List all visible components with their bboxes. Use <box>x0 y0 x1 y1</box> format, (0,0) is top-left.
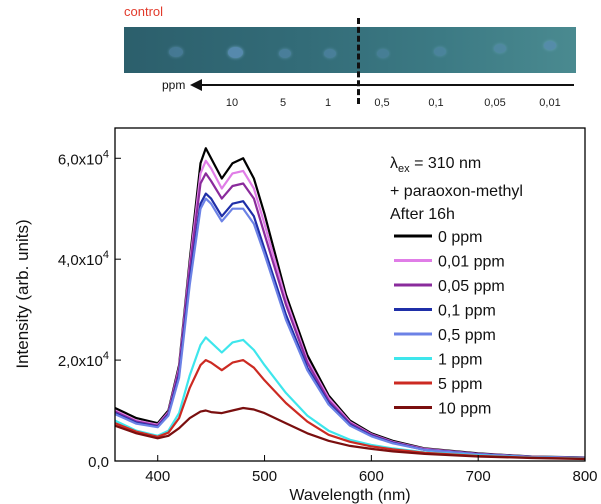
lambda-subscript: ex <box>398 163 410 175</box>
tlc-photo-panel: control ppm 10 5 1 0,5 0,1 0,05 0,01 <box>0 0 601 118</box>
series-line <box>114 197 586 460</box>
control-spot <box>169 47 183 57</box>
concentration-arrow <box>196 84 574 86</box>
x-tick-label: 700 <box>466 468 491 485</box>
fluorescence-chart: 400 500 600 700 800 0,0 2,0x104 4,0x104 6,0x104… <box>13 127 598 504</box>
time-label: After 16h <box>390 206 455 223</box>
legend-label: 0,01 ppm <box>438 254 505 271</box>
x-tick-label: 600 <box>359 468 384 485</box>
conc-label: 1 <box>324 97 332 109</box>
legend-label: 0,1 ppm <box>438 303 496 320</box>
x-tick-label: 800 <box>572 468 597 485</box>
legend-label: 1 ppm <box>438 352 482 369</box>
legend: 0 ppm 0,01 ppm 0,05 ppm 0,1 ppm 0,5 ppm 1 ppm… <box>394 229 505 418</box>
ppm-label: ppm <box>162 78 186 92</box>
legend-label: 0,5 ppm <box>438 327 496 344</box>
spot-10ppm <box>228 47 243 58</box>
conc-label: 0,01 <box>539 97 561 109</box>
spot-5ppm <box>279 49 291 58</box>
lambda-value: = 310 nm <box>410 155 482 172</box>
x-tick-label: 500 <box>252 468 277 485</box>
spot-0-5ppm <box>377 49 389 58</box>
control-label: control <box>124 4 164 19</box>
y-axis-ticks: 0,0 2,0x104 4,0x104 6,0x104 <box>58 148 121 471</box>
conc-label: 0,5 <box>374 97 390 109</box>
series-line <box>114 359 586 460</box>
plot-frame <box>114 127 586 462</box>
y-tick-label: 2,0x104 <box>58 350 109 370</box>
conc-label: 5 <box>279 97 287 109</box>
conc-label: 0,05 <box>484 97 506 109</box>
spot-1ppm <box>324 49 336 58</box>
legend-label: 0,05 ppm <box>438 278 505 295</box>
series-curves <box>114 147 586 461</box>
excitation-wavelength: λex = 310 nm <box>390 155 481 175</box>
x-axis-label: Wavelength (nm) <box>289 487 410 504</box>
tlc-plate-photo <box>124 27 576 73</box>
spot-0-05ppm <box>494 44 506 53</box>
conc-label: 0,1 <box>428 97 444 109</box>
analyte-label: + paraoxon-methyl <box>390 183 523 200</box>
x-axis-ticks: 400 500 600 700 800 <box>145 455 598 485</box>
legend-label: 0 ppm <box>438 229 482 246</box>
x-tick-label: 400 <box>145 468 170 485</box>
y-tick-label: 6,0x104 <box>58 148 109 168</box>
legend-label: 5 ppm <box>438 376 482 393</box>
lambda-symbol: λ <box>390 155 398 172</box>
conc-label: 10 <box>225 97 239 109</box>
annotation: λex = 310 nm + paraoxon-methyl After 16h <box>390 155 523 223</box>
y-axis-label: Intensity (arb. units) <box>13 219 32 368</box>
y-tick-label: 4,0x104 <box>58 249 109 269</box>
y-tick-label: 0,0 <box>88 454 109 471</box>
dashed-divider <box>357 18 360 104</box>
legend-label: 10 ppm <box>438 401 491 418</box>
spot-0-01ppm <box>544 41 556 50</box>
spot-0-1ppm <box>434 47 446 56</box>
series-line <box>114 406 586 461</box>
